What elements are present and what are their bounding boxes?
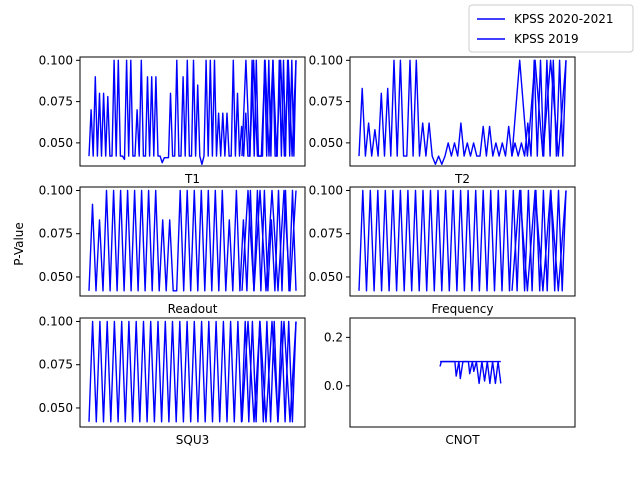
x-axis-label: CNOT <box>445 433 480 447</box>
series-line-kpss-2020-2021 <box>88 189 297 292</box>
legend-label: KPSS 2020-2021 <box>514 12 614 26</box>
series-line-kpss-2019 <box>511 189 567 292</box>
plot-frame <box>349 317 576 428</box>
subplot-squ3: 0.050 0.075 0.100 SQU3 <box>39 314 306 447</box>
series-line-kpss-2020-2021 <box>439 360 502 385</box>
series-line-kpss-2020-2021 <box>358 59 567 166</box>
x-axis-label: T1 <box>184 172 200 186</box>
y-axis-label: P-Value <box>12 222 26 266</box>
legend-box <box>468 4 634 53</box>
y-tick-label: 0.2 <box>324 330 343 344</box>
subplot-frequency: 0.050 0.075 0.100 Frequency <box>309 183 576 316</box>
x-axis-label: Readout <box>168 302 218 316</box>
plot-frame <box>349 56 576 167</box>
y-tick-label: 0.050 <box>39 270 73 284</box>
series-line-kpss-2019 <box>241 320 297 423</box>
y-tick-label: 0.075 <box>39 358 73 372</box>
series-line-kpss-2020-2021 <box>358 189 567 292</box>
y-tick-label: 0.075 <box>309 227 343 241</box>
y-tick-label: 0.100 <box>309 53 343 67</box>
subplot-t2: 0.050 0.075 0.100 T2 <box>309 53 576 186</box>
subplot-t1: 0.050 0.075 0.100 T1 <box>39 53 306 186</box>
subplot-cnot: 0.0 0.2 CNOT <box>324 317 576 447</box>
plot-frame <box>349 186 576 297</box>
y-tick-label: 0.075 <box>39 227 73 241</box>
y-tick-label: 0.100 <box>39 314 73 328</box>
y-tick-label: 0.050 <box>39 401 73 415</box>
plot-frame <box>79 186 306 297</box>
y-tick-label: 0.075 <box>39 95 73 109</box>
y-tick-label: 0.050 <box>309 270 343 284</box>
legend-label: KPSS 2019 <box>514 32 579 46</box>
plot-frame <box>79 317 306 428</box>
series-line-kpss-2019 <box>241 189 297 292</box>
subplot-grid: 0.0500.0750.100T10.0500.0750.100T20.0500… <box>39 53 576 447</box>
x-axis-label: SQU3 <box>176 433 209 447</box>
y-tick-label: 0.100 <box>39 183 73 197</box>
series-line-kpss-2020-2021 <box>88 320 297 423</box>
legend: KPSS 2020-2021 KPSS 2019 <box>468 4 634 53</box>
x-axis-label: Frequency <box>432 302 494 316</box>
y-tick-label: 0.100 <box>309 183 343 197</box>
series-line-kpss-2019 <box>241 59 297 157</box>
plot-frame <box>79 56 306 167</box>
subplot-readout: 0.050 0.075 0.100 Readout <box>39 183 306 316</box>
series-line-kpss-2019 <box>511 59 567 157</box>
y-tick-label: 0.100 <box>39 53 73 67</box>
x-axis-label: T2 <box>454 172 470 186</box>
y-tick-label: 0.050 <box>309 136 343 150</box>
y-tick-label: 0.0 <box>324 379 343 393</box>
y-tick-label: 0.075 <box>309 95 343 109</box>
y-tick-label: 0.050 <box>39 136 73 150</box>
